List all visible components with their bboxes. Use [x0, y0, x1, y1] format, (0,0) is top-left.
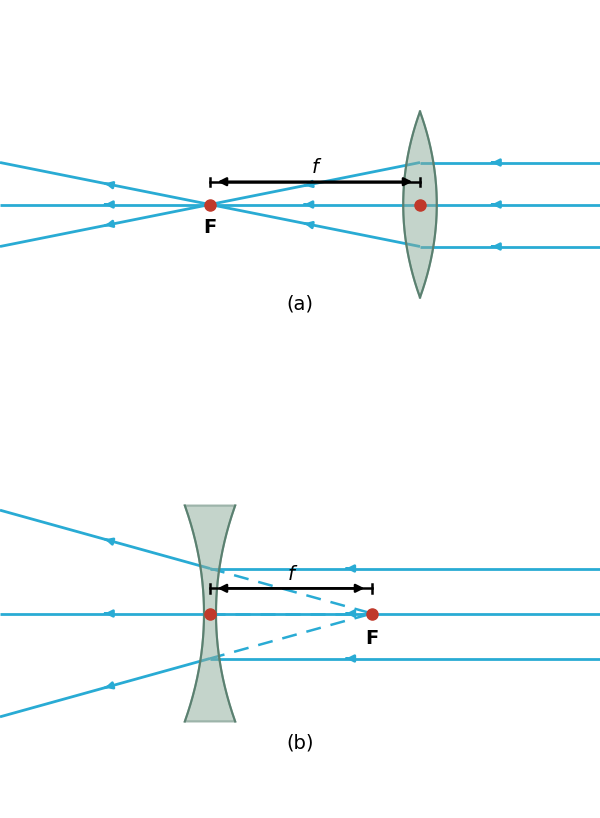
Polygon shape	[403, 111, 437, 298]
Text: (a): (a)	[287, 294, 314, 313]
Text: f: f	[287, 564, 295, 583]
Text: (b): (b)	[286, 734, 314, 753]
Text: F: F	[203, 218, 217, 236]
Polygon shape	[185, 506, 235, 721]
Text: F: F	[365, 628, 379, 648]
Text: f: f	[311, 158, 319, 177]
